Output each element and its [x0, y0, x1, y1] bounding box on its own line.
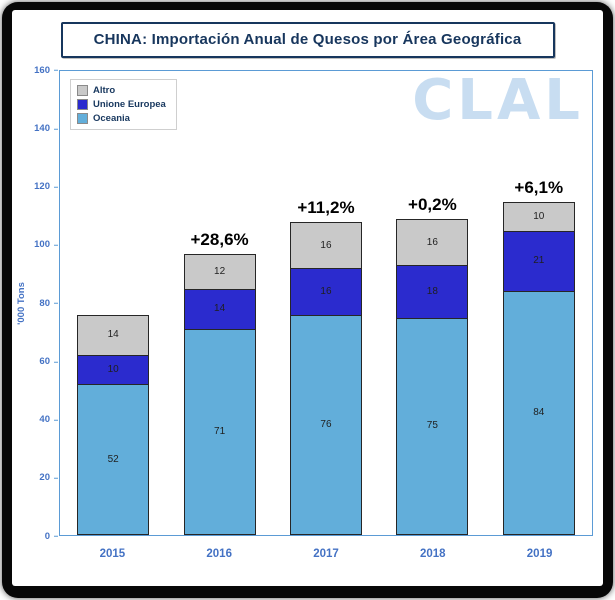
y-tick-label: 0	[26, 531, 59, 541]
bar-segment-unione-europea: 18	[396, 265, 469, 318]
y-axis-title: '000 Tons	[15, 281, 27, 325]
segment-value-label: 16	[426, 236, 438, 248]
x-axis-label: 2017	[313, 548, 339, 560]
segment-value-label: 16	[320, 285, 332, 297]
y-tick-label: 100	[26, 240, 59, 250]
bar-2017: 76 16 16 +11,2%	[289, 198, 362, 535]
legend-label: Oceania	[93, 113, 130, 124]
y-axis: 0 20 40 60 80 100 120 140 160	[26, 65, 59, 540]
bar-2019: 84 21 10 +6,1%	[502, 178, 575, 535]
growth-annotation: +28,6%	[190, 229, 249, 249]
y-tick-label: 160	[26, 65, 59, 75]
bar-segment-altro: 14	[77, 314, 150, 356]
segment-value-label: 76	[320, 418, 332, 430]
segment-value-label: 84	[533, 407, 545, 419]
y-tick-label: 40	[26, 415, 59, 425]
bar-segment-altro: 16	[396, 218, 469, 266]
bar-2016: 71 14 12 +28,6%	[183, 230, 256, 535]
y-tick-label: 60	[26, 356, 59, 367]
legend-swatch	[77, 85, 88, 96]
legend-swatch	[77, 99, 88, 110]
bar-segment-oceania: 71	[183, 329, 256, 535]
bar-segment-oceania: 84	[502, 291, 575, 535]
x-axis-label: 2019	[526, 548, 553, 560]
x-axis-label: 2016	[206, 548, 232, 560]
legend-item: Oceania	[77, 113, 166, 124]
segment-value-label: 10	[107, 364, 119, 376]
growth-annotation: +6,1%	[514, 177, 564, 197]
bar-segment-unione-europea: 14	[183, 288, 256, 330]
segment-value-label: 14	[107, 329, 119, 341]
plot-area: CLAL Altro Unione Europea Oceania 52 10 14 71…	[59, 70, 593, 536]
segment-value-label: 71	[214, 426, 226, 438]
segment-value-label: 52	[107, 453, 119, 465]
bar-segment-unione-europea: 10	[77, 355, 150, 385]
segment-value-label: 21	[533, 255, 545, 267]
bar-segment-unione-europea: 21	[502, 230, 575, 292]
title-box: CHINA: Importación Anual de Quesos por Á…	[60, 22, 555, 58]
bar-segment-unione-europea: 16	[289, 268, 362, 315]
bar-2015: 52 10 14	[77, 314, 150, 535]
segment-value-label: 16	[320, 239, 332, 251]
page-title: CHINA: Importación Anual de Quesos por Á…	[93, 31, 522, 48]
bar-2018: 75 18 16 +0,2%	[396, 195, 469, 535]
segment-value-label: 75	[426, 420, 438, 432]
y-tick-label: 20	[26, 473, 59, 483]
x-axis-label: 2015	[99, 548, 126, 560]
chart-panel: CHINA: Importación Anual de Quesos por Á…	[12, 10, 603, 586]
y-tick-label: 80	[26, 298, 59, 308]
bar-segment-altro: 16	[289, 221, 362, 269]
legend-item: Unione Europea	[77, 99, 166, 110]
bar-segment-oceania: 75	[396, 317, 469, 535]
x-axis-label: 2018	[419, 548, 446, 560]
legend-label: Altro	[93, 85, 116, 96]
legend-item: Altro	[77, 85, 166, 96]
y-tick-label: 140	[26, 123, 59, 134]
y-tick-label: 120	[26, 182, 59, 192]
bar-segment-oceania: 76	[289, 314, 362, 535]
segment-value-label: 14	[214, 303, 226, 315]
x-axis: 2015 2016 2017 2018 2019	[59, 548, 593, 560]
bar-segment-oceania: 52	[77, 384, 150, 535]
growth-annotation: +11,2%	[297, 197, 355, 217]
growth-annotation: +0,2%	[408, 194, 457, 214]
legend-label: Unione Europea	[93, 99, 166, 110]
bar-segment-altro: 12	[183, 253, 256, 289]
bars: 52 10 14 71 14 12 +28,6% 76 16 16 +11,2% 75 18 16 +0,2…	[60, 71, 592, 535]
legend-swatch	[77, 113, 88, 124]
legend: Altro Unione Europea Oceania	[70, 79, 177, 130]
segment-value-label: 10	[533, 210, 545, 222]
segment-value-label: 18	[426, 285, 438, 297]
bar-segment-altro: 10	[502, 201, 575, 231]
segment-value-label: 12	[214, 265, 226, 277]
